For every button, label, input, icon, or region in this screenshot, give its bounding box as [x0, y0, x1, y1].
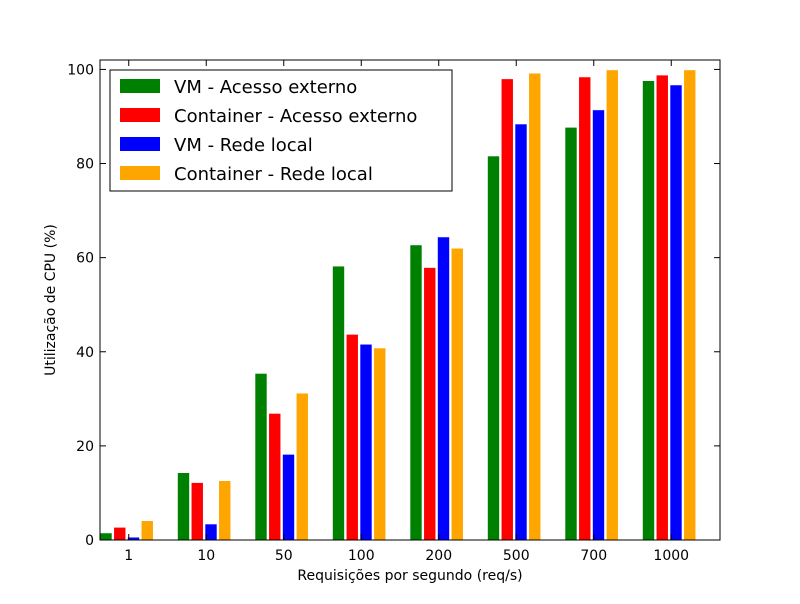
legend-swatch-2	[120, 108, 160, 122]
legend-swatch-3	[120, 137, 160, 151]
y-tick-label-100: 100	[67, 62, 94, 78]
y-tick-label-20: 20	[76, 439, 94, 455]
x-tick-label-1000: 1000	[653, 548, 689, 564]
bar-1000-series-3	[669, 84, 683, 541]
bar-50-series-2	[268, 413, 282, 541]
bar-1-series-4	[140, 520, 154, 541]
y-tick-label-40: 40	[76, 345, 94, 361]
bar-50-series-1	[254, 373, 268, 541]
bar-100-series-4	[373, 347, 387, 541]
bar-1-series-1	[99, 532, 113, 541]
ticks-layer: 0 20 40 60 80 100 1 10 50 100 200 500 700 1000	[67, 60, 720, 564]
bar-100-series-2	[345, 334, 359, 541]
bar-1000-series-1	[642, 80, 655, 541]
bar-10-series-2	[190, 482, 204, 541]
bar-200-series-3	[437, 236, 450, 541]
bar-50-series-3	[282, 454, 295, 541]
bar-700-series-3	[592, 109, 605, 541]
x-tick-label-50: 50	[275, 548, 293, 564]
legend-label-2: Container - Acesso externo	[174, 106, 417, 127]
legend-box	[109, 69, 453, 192]
bar-1-series-2	[113, 526, 127, 541]
legend: VM - Acesso externo Container - Acesso ex…	[109, 69, 453, 192]
legend-label-4: Container - Rede local	[174, 164, 373, 185]
bar-100-series-1	[332, 265, 345, 541]
bar-500-series-4	[528, 72, 542, 541]
x-tick-label-500: 500	[503, 548, 530, 564]
x-tick-label-100: 100	[348, 548, 375, 564]
bar-200-series-1	[409, 244, 423, 541]
bar-1000-series-2	[655, 74, 669, 541]
y-tick-label-0: 0	[85, 533, 94, 549]
bar-700-series-2	[578, 76, 592, 541]
bar-200-series-2	[423, 267, 437, 541]
bar-1000-series-4	[683, 69, 697, 541]
x-tick-label-200: 200	[425, 548, 452, 564]
y-tick-label-60: 60	[76, 251, 94, 267]
x-tick-label-10: 10	[197, 548, 215, 564]
bar-100-series-3	[359, 343, 373, 541]
bar-200-series-4	[450, 247, 464, 541]
plot-frame	[99, 59, 721, 541]
bar-500-series-3	[514, 123, 528, 541]
bar-500-series-1	[487, 155, 500, 541]
legend-label-1: VM - Acesso externo	[174, 77, 357, 98]
bar-700-series-4	[605, 69, 619, 541]
bar-700-series-1	[564, 126, 578, 541]
bar-500-series-2	[500, 78, 514, 541]
y-axis-label: Utilização de CPU (%)	[43, 224, 59, 376]
bars-layer	[99, 69, 697, 541]
y-tick-label-80: 80	[76, 157, 94, 173]
legend-swatch-4	[120, 166, 160, 180]
x-tick-label-700: 700	[580, 548, 607, 564]
bar-10-series-1	[177, 472, 190, 541]
x-tick-label-1: 1	[124, 548, 133, 564]
bar-10-series-3	[204, 523, 218, 541]
x-axis-label: Requisições por segundo (req/s)	[297, 568, 522, 584]
legend-swatch-1	[120, 79, 160, 93]
bar-50-series-4	[295, 392, 309, 541]
legend-label-3: VM - Rede local	[174, 135, 313, 156]
bar-10-series-4	[218, 480, 232, 541]
